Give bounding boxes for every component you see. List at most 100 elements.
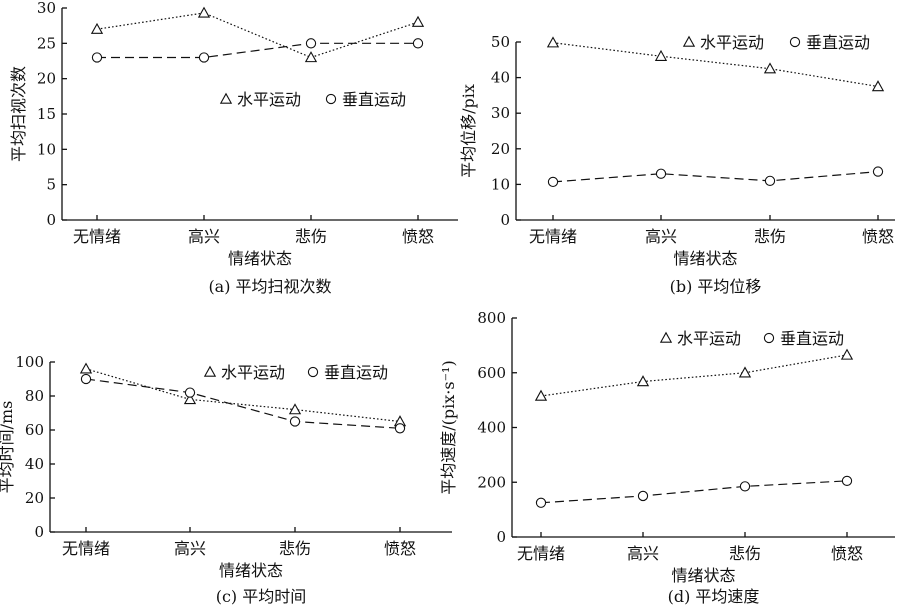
x-tick-label: 悲伤: [754, 227, 786, 246]
y-tick-label: 20: [25, 489, 44, 507]
series-line-2: [552, 170, 879, 183]
x-tick-label: 悲伤: [295, 227, 327, 246]
data-point: [546, 36, 560, 48]
legend: 水平运动 垂直运动: [219, 90, 406, 109]
data-point: [304, 51, 318, 63]
data-point: [90, 22, 104, 34]
legend-label: 垂直运动: [342, 90, 406, 109]
data-point: [739, 481, 751, 492]
legend-marker: [763, 332, 775, 344]
legend-label: 垂直运动: [324, 363, 388, 382]
series-line-2: [540, 480, 848, 504]
x-tick-label: 高兴: [627, 544, 659, 563]
x-tick-label: 愤怒: [862, 227, 894, 246]
data-point: [412, 38, 424, 49]
y-tick-label: 20: [37, 70, 56, 88]
y-tick-label: 400: [477, 419, 506, 437]
legend: 水平运动 垂直运动: [682, 33, 870, 52]
y-tick-label: 800: [477, 309, 506, 327]
data-point: [535, 497, 547, 508]
y-tick-label: 0: [496, 528, 506, 546]
data-point: [840, 348, 854, 360]
legend-marker: [682, 35, 696, 47]
data-point: [534, 389, 548, 401]
legend-marker: [307, 366, 319, 378]
y-tick-label: 10: [37, 140, 56, 158]
x-tick-label: 愤怒: [831, 544, 863, 563]
x-axis-label: 情绪状态: [671, 566, 735, 585]
x-tick-label: 高兴: [174, 539, 206, 558]
data-point: [738, 366, 752, 378]
x-tick-label: 无情绪: [529, 227, 577, 246]
x-axis-label: 情绪状态: [219, 561, 283, 580]
legend-marker: [219, 92, 233, 104]
chart-caption: (c) 平均时间: [216, 587, 307, 606]
y-tick-label: 30: [37, 0, 56, 17]
series-line-1: [85, 368, 401, 423]
x-tick-label: 悲伤: [279, 539, 311, 558]
chart-caption: (d) 平均速度: [668, 587, 760, 606]
x-tick-label: 无情绪: [73, 227, 121, 246]
data-point: [655, 168, 667, 179]
data-point: [841, 475, 853, 487]
x-tick-label: 无情绪: [517, 544, 565, 563]
y-tick-label: 40: [491, 69, 510, 87]
data-point: [872, 166, 884, 177]
y-tick-label: 10: [491, 175, 510, 193]
data-point: [636, 375, 650, 387]
y-tick-label: 15: [37, 105, 56, 123]
data-point: [289, 416, 301, 427]
y-tick-label: 5: [46, 176, 56, 194]
data-point: [763, 62, 777, 74]
chart-caption: (a) 平均扫视次数: [208, 277, 331, 296]
x-tick-label: 高兴: [188, 227, 220, 246]
y-tick-label: 40: [25, 455, 44, 473]
data-point: [547, 176, 559, 188]
y-tick-label: 100: [15, 353, 44, 371]
data-point: [654, 49, 668, 61]
data-point: [80, 373, 92, 385]
data-point: [198, 52, 210, 63]
data-point: [91, 52, 103, 63]
x-tick-label: 悲伤: [729, 544, 761, 563]
legend-label: 水平运动: [221, 363, 285, 382]
y-tick-label: 600: [477, 364, 506, 382]
data-point: [79, 362, 93, 374]
y-tick-label: 25: [37, 34, 56, 52]
x-axis-label: 情绪状态: [673, 249, 737, 268]
legend: 水平运动 垂直运动: [659, 329, 844, 348]
legend-marker: [325, 93, 337, 105]
y-tick-label: 20: [491, 140, 510, 158]
data-point: [183, 393, 197, 405]
legend-label: 水平运动: [237, 90, 301, 109]
x-axis-label: 情绪状态: [228, 249, 292, 268]
y-tick-label: 0: [500, 211, 510, 229]
x-tick-label: 高兴: [645, 227, 677, 246]
legend-marker: [203, 365, 217, 377]
y-tick-label: 0: [34, 523, 44, 541]
chart-caption: (b) 平均位移: [670, 277, 762, 296]
legend-label: 水平运动: [700, 33, 764, 52]
legend-marker: [789, 36, 801, 48]
data-point: [764, 175, 776, 186]
y-tick-label: 30: [491, 104, 510, 122]
data-point: [871, 80, 885, 92]
data-point: [637, 490, 649, 502]
series-line-2: [97, 42, 418, 59]
data-point: [411, 15, 425, 27]
legend-label: 水平运动: [677, 329, 741, 348]
data-point: [197, 6, 211, 18]
y-tick-label: 0: [46, 211, 56, 229]
y-tick-label: 80: [25, 387, 44, 405]
y-tick-label: 200: [477, 473, 506, 491]
data-point: [184, 387, 196, 398]
y-tick-label: 60: [25, 421, 44, 439]
y-axis-label: 平均位移/pix: [459, 84, 478, 178]
data-point: [394, 423, 406, 434]
y-axis-label: 平均速度/(pix·s⁻¹): [439, 360, 458, 494]
